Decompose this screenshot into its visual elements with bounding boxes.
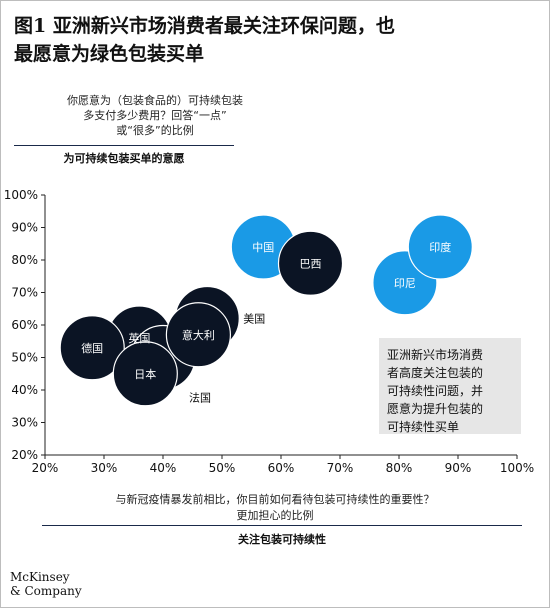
y-axis-title: 为可持续包装买单的意愿: [63, 152, 185, 165]
x-tick-label: 50%: [209, 461, 236, 475]
bubble-label: 日本: [134, 367, 156, 381]
x-tick-label: 30%: [91, 461, 118, 475]
callout-box: 亚洲新兴市场消费 者高度关注包装的 可持续性问题，并 愿意为提升包装的 可持续性…: [379, 338, 521, 434]
x-axis-title-rule: [42, 525, 522, 526]
x-tick-label: 90%: [445, 461, 472, 475]
bubble-label: 意大利: [182, 328, 215, 342]
y-tick-label: 60%: [11, 318, 38, 332]
bubble-label: 美国: [243, 313, 265, 326]
y-question-line-1: 你愿意为（包装食品的）可持续包装: [67, 94, 243, 107]
title-line-2: 最愿意为绿色包装买单: [14, 43, 205, 65]
callout-line-3: 可持续性问题，并: [387, 384, 484, 398]
x-question-line-2: 更加担心的比例: [236, 509, 314, 522]
x-axis-question: 与新冠疫情暴发前相比，你目前如何看待包装可持续性的重要性？ 更加担心的比例: [60, 492, 490, 524]
logo-line-2: & Company: [10, 584, 82, 598]
y-axis-question: 你愿意为（包装食品的）可持续包装 多支付多少费用？回答“一点” 或“很多”的比例: [60, 93, 250, 138]
figure-title: 图1 亚洲新兴市场消费者最关注环保问题，也 最愿意为绿色包装买单: [14, 12, 534, 68]
y-tick-label: 30%: [11, 416, 38, 430]
bubble-label: 英国: [128, 331, 150, 345]
bubble-label: 印尼: [394, 277, 416, 290]
x-tick-label: 60%: [268, 461, 295, 475]
y-tick-label: 80%: [11, 253, 38, 267]
logo-line-1: McKinsey: [10, 570, 70, 584]
bubble-德国: [59, 315, 125, 381]
x-axis-title: 关注包装可持续性: [238, 533, 326, 546]
y-tick-label: 50%: [11, 351, 38, 365]
x-question-line-1: 与新冠疫情暴发前相比，你目前如何看待包装可持续性的重要性？: [115, 493, 435, 506]
bubble-label: 法国: [189, 391, 211, 405]
callout-line-1: 亚洲新兴市场消费: [387, 348, 484, 362]
bubble-意大利: [165, 302, 231, 368]
bubble-label: 中国: [252, 241, 274, 254]
bubble-日本: [112, 341, 178, 407]
title-line-1: 图1 亚洲新兴市场消费者最关注环保问题，也: [14, 15, 395, 37]
bubble-label: 巴西: [300, 257, 322, 270]
callout-text: 亚洲新兴市场消费 者高度关注包装的 可持续性问题，并 愿意为提升包装的 可持续性…: [387, 346, 517, 436]
callout-line-4: 愿意为提升包装的: [387, 402, 484, 416]
callout-line-2: 者高度关注包装的: [387, 366, 484, 380]
y-question-line-3: 或“很多”的比例: [116, 124, 194, 137]
x-tick-label: 20%: [32, 461, 59, 475]
y-tick-label: 90%: [11, 221, 38, 235]
y-tick-label: 100%: [4, 188, 38, 202]
mckinsey-logo: McKinsey & Company: [10, 570, 82, 598]
x-tick-label: 80%: [386, 461, 413, 475]
scatter-chart: 20% 30% 40% 50% 60% 70% 80% 90% 100% 20% 30% 40% 50%…: [4, 188, 534, 475]
bubble-巴西: [277, 230, 344, 296]
x-tick-label: 40%: [150, 461, 177, 475]
y-tick-label: 20%: [11, 448, 38, 462]
bubble-label: 印度: [429, 240, 451, 254]
y-question-line-2: 多支付多少费用？回答“一点”: [83, 109, 227, 122]
x-tick-label: 70%: [327, 461, 354, 475]
bubble-印度: [407, 214, 473, 280]
y-axis-title-rule: [14, 145, 234, 146]
y-tick-label: 70%: [11, 286, 38, 300]
callout-line-5: 可持续性买单: [387, 420, 460, 434]
y-tick-label: 40%: [11, 383, 38, 397]
bubble-label: 德国: [81, 341, 103, 355]
x-tick-label: 100%: [500, 461, 534, 475]
